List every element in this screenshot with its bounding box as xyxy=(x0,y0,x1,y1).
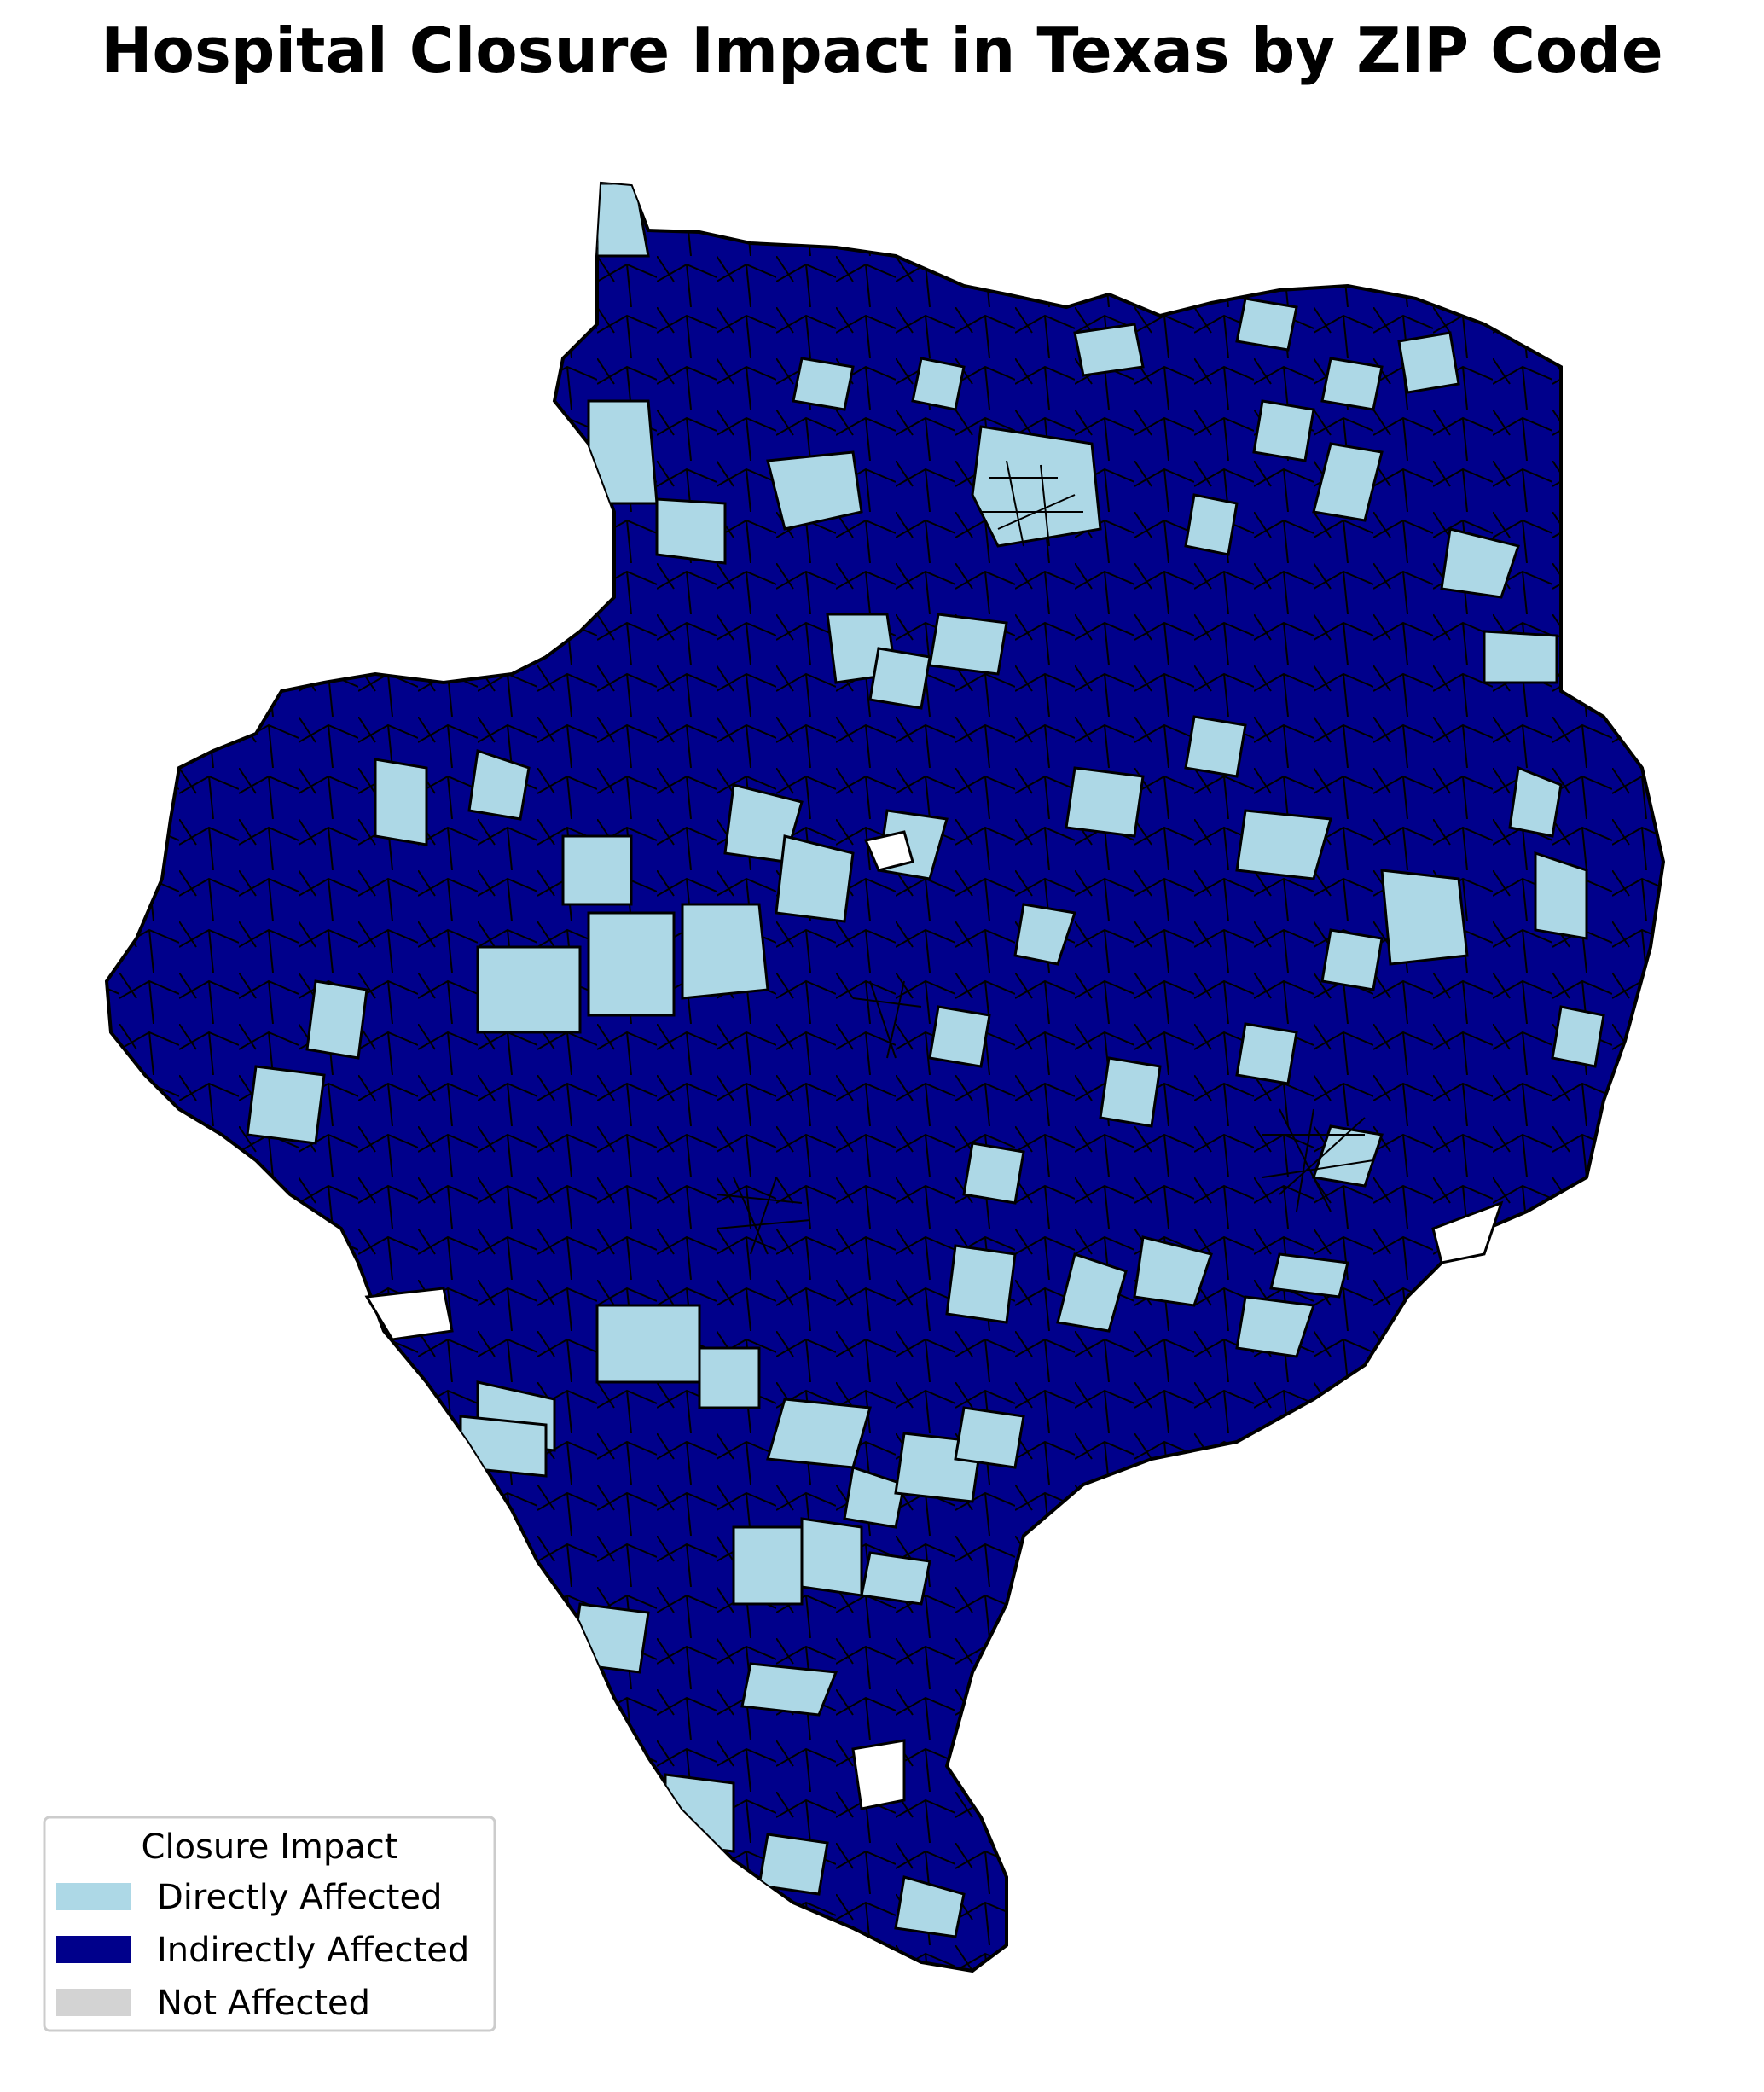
legend-title: Closure Impact xyxy=(142,1828,398,1867)
map-title: Hospital Closure Impact in Texas by ZIP … xyxy=(101,15,1663,86)
legend-swatch-not-affected xyxy=(56,1989,131,2016)
legend-swatch-indirectly-affected xyxy=(56,1936,131,1963)
legend-label-not-affected: Not Affected xyxy=(157,1984,370,2023)
texas-state-shape xyxy=(104,181,1666,1973)
urban-core-dallas xyxy=(981,460,1083,547)
urban-core-austin xyxy=(852,980,922,1059)
legend-label-directly-affected: Directly Affected xyxy=(157,1878,442,1917)
legend: Closure Impact Directly Affected Indirec… xyxy=(43,1816,496,2032)
legend-swatch-directly-affected xyxy=(56,1883,131,1910)
legend-frame xyxy=(43,1816,496,2032)
urban-core-houston xyxy=(1262,1108,1374,1212)
urban-core-san-antonio xyxy=(716,1177,811,1255)
legend-label-indirectly-affected: Indirectly Affected xyxy=(157,1931,469,1970)
zip-regions-directly-affected xyxy=(246,183,1605,1938)
map-gaps xyxy=(364,830,1504,1810)
